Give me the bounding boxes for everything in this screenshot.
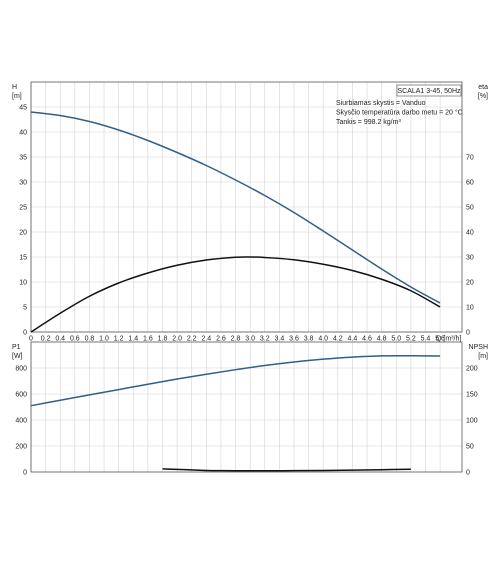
lower-right-tick-label: 50 [466, 444, 474, 451]
lower-right-tick-label: 0 [466, 470, 470, 477]
x-tick-label: 0.6 [70, 336, 80, 343]
legend [396, 84, 462, 97]
x-tick-label: 1.8 [158, 336, 168, 343]
upper-series-line-1 [30, 256, 441, 333]
x-tick-label: 1.2 [114, 336, 124, 343]
upper-plot-frame [30, 81, 463, 333]
x-tick-label: 5.6 [435, 336, 445, 343]
x-tick-label: 2.2 [187, 336, 197, 343]
x-tick-label: 4.2 [333, 336, 343, 343]
upper-right-tick-label: 50 [466, 205, 474, 212]
upper-left-tick-label: 45 [19, 105, 27, 112]
lower-left-tick-label: 200 [15, 444, 27, 451]
lower-plot-frame [30, 341, 463, 473]
legend-line: Tankis = 998.2 kg/m³ [336, 119, 401, 126]
upper-right-tick-label: 0 [466, 330, 470, 337]
x-tick-label: 3.8 [304, 336, 314, 343]
upper-left-tick-label: 40 [19, 130, 27, 137]
lower-series-line-1 [162, 468, 411, 472]
lower-left-tick-label: 600 [15, 392, 27, 399]
x-tick-label: 4.8 [377, 336, 387, 343]
lower-left-tick-label: 400 [15, 418, 27, 425]
upper-right-tick-label: 40 [466, 230, 474, 237]
upper-left-axis-title: H [12, 84, 17, 91]
x-tick-label: 2.8 [231, 336, 241, 343]
legend-title-box [396, 84, 462, 97]
x-tick-label: 1.4 [128, 336, 138, 343]
x-tick-label: 3.6 [289, 336, 299, 343]
x-tick-label: 0 [29, 336, 33, 343]
lower-right-axis-title: NPSH [469, 344, 488, 351]
x-tick-label: 4.6 [362, 336, 372, 343]
lower-right-axis-unit: [m] [478, 353, 488, 360]
x-tick-label: 3.4 [275, 336, 285, 343]
x-tick-label: 4.4 [348, 336, 358, 343]
x-tick-label: 0.4 [55, 336, 65, 343]
upper-right-tick-label: 30 [466, 255, 474, 262]
lower-left-tick-label: 800 [15, 366, 27, 373]
lower-left-axis-title: P1 [12, 344, 21, 351]
lower-right-tick-label: 100 [466, 418, 478, 425]
x-tick-label: 3.2 [260, 336, 270, 343]
upper-left-tick-label: 0 [23, 330, 27, 337]
x-tick-label: 2.6 [216, 336, 226, 343]
upper-left-tick-label: 20 [19, 230, 27, 237]
upper-left-tick-label: 35 [19, 155, 27, 162]
x-tick-label: 1.0 [99, 336, 109, 343]
upper-left-tick-label: 5 [23, 305, 27, 312]
x-tick-label: 4.0 [318, 336, 328, 343]
upper-left-tick-label: 15 [19, 255, 27, 262]
x-tick-label: 0.8 [85, 336, 95, 343]
upper-right-axis-title: eta [478, 84, 488, 91]
x-axis-title: Q [m³/h] [436, 336, 461, 343]
x-tick-label: 5.0 [391, 336, 401, 343]
x-tick-label: 5.2 [406, 336, 416, 343]
legend-line: Siurbiamas skystis = Vanduo [336, 100, 426, 107]
upper-right-tick-label: 70 [466, 155, 474, 162]
x-tick-label: 1.6 [143, 336, 153, 343]
lower-left-axis-unit: [W] [12, 353, 23, 360]
upper-left-tick-label: 25 [19, 205, 27, 212]
lower-series-line-0 [30, 355, 441, 407]
x-tick-label: 3.0 [245, 336, 255, 343]
lower-right-tick-label: 150 [466, 392, 478, 399]
upper-left-tick-label: 30 [19, 180, 27, 187]
x-tick-label: 0.2 [41, 336, 51, 343]
lower-left-tick-label: 0 [23, 470, 27, 477]
upper-right-tick-label: 10 [466, 305, 474, 312]
upper-left-axis-unit: [m] [12, 93, 22, 100]
x-tick-label: 2.4 [201, 336, 211, 343]
x-tick-label: 2.0 [172, 336, 182, 343]
upper-right-tick-label: 20 [466, 280, 474, 287]
upper-right-tick-label: 60 [466, 180, 474, 187]
upper-left-tick-label: 10 [19, 280, 27, 287]
legend-title: SCALA1 3-45, 50Hz [397, 88, 461, 95]
lower-right-tick-label: 200 [466, 366, 478, 373]
x-tick-label: 5.4 [421, 336, 431, 343]
lower-panel [30, 341, 463, 473]
upper-panel [30, 81, 463, 333]
upper-series-line-0 [30, 111, 441, 304]
legend-line: Skysčio temperatūra darbo metu = 20 °C [336, 109, 463, 117]
upper-right-axis-unit: [%] [478, 93, 488, 100]
